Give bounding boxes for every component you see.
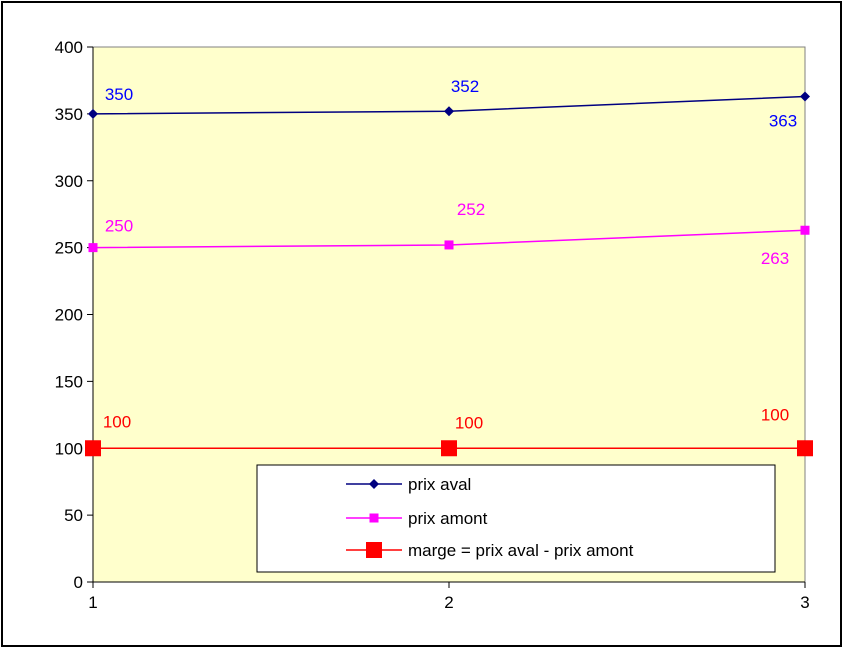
y-tick-label: 200	[55, 306, 83, 325]
legend-item-label: marge = prix aval - prix amont	[408, 541, 634, 560]
y-tick-label: 400	[55, 38, 83, 57]
legend-marker	[366, 542, 382, 558]
data-point	[800, 91, 810, 102]
legend: prix aval prix amont marge = prix aval - p…	[256, 464, 776, 573]
x-tick-label: 1	[88, 593, 97, 612]
y-tick-label: 350	[55, 105, 83, 124]
y-tick-label: 250	[55, 239, 83, 258]
data-label: 100	[761, 405, 789, 424]
y-tick-label: 150	[55, 372, 83, 391]
x-tick-label: 2	[444, 593, 453, 612]
data-label: 363	[769, 111, 797, 130]
data-label: 252	[457, 200, 485, 219]
y-tick-label: 100	[55, 439, 83, 458]
data-point	[441, 440, 457, 457]
data-point	[85, 440, 101, 457]
y-tick-label: 300	[55, 172, 83, 191]
data-label: 100	[455, 413, 483, 432]
data-label: 250	[105, 217, 133, 236]
legend-box	[256, 464, 776, 573]
data-label: 263	[761, 249, 789, 268]
data-point	[800, 225, 810, 235]
legend-marker	[369, 513, 379, 523]
legend-item-label: prix aval	[408, 475, 471, 494]
data-point	[88, 108, 98, 119]
data-point	[797, 440, 813, 457]
data-point	[88, 243, 98, 253]
legend-item-label: prix amont	[408, 509, 488, 528]
y-tick-label: 0	[74, 573, 83, 592]
data-label: 100	[103, 412, 131, 431]
data-point	[444, 240, 454, 250]
axes: 0 50 100 150 200 250 300 350 400 1 2 3	[55, 38, 810, 612]
data-point	[444, 106, 454, 117]
data-labels: 350 352 363 250 252 263 100 100 100	[103, 77, 797, 432]
data-label: 350	[105, 85, 133, 104]
data-label: 352	[451, 77, 479, 96]
series-layer	[85, 91, 813, 457]
legend-marker	[369, 479, 379, 489]
y-tick-label: 50	[64, 506, 83, 525]
x-tick-label: 3	[800, 593, 809, 612]
